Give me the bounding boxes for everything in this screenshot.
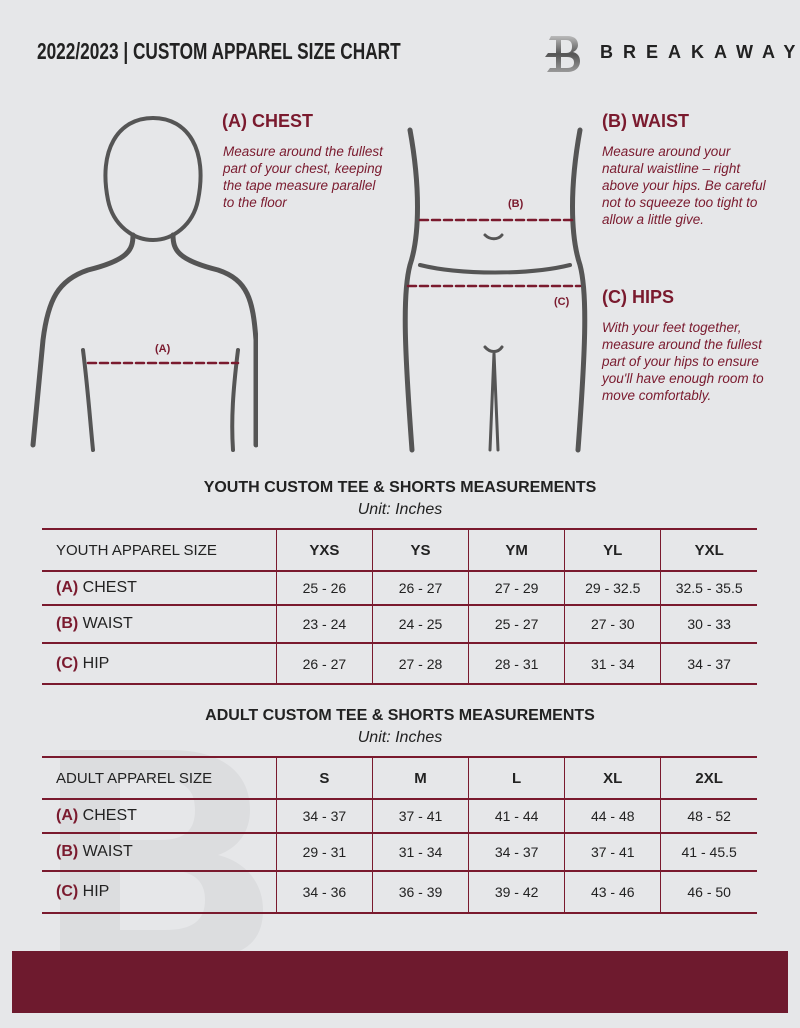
table-cell: 37 - 41 <box>564 833 661 872</box>
size-header: YXL <box>660 529 757 572</box>
size-header: YL <box>564 529 661 572</box>
table-cell: 26 - 27 <box>275 643 373 685</box>
table-cell: 27 - 29 <box>468 571 565 606</box>
table-cell: 25 - 26 <box>275 571 373 606</box>
table-cell: 34 - 37 <box>468 833 565 872</box>
column-header: ADULT APPAREL SIZE <box>42 757 277 800</box>
table-cell: 29 - 32.5 <box>564 571 661 606</box>
youth-unit: Unit: Inches <box>357 501 443 518</box>
table-cell: 41 - 44 <box>468 799 565 834</box>
table-cell: 41 - 45.5 <box>660 833 757 872</box>
row-label: (A) CHEST <box>42 571 277 606</box>
table-cell: 31 - 34 <box>564 643 661 685</box>
table-cell: 34 - 36 <box>275 871 373 914</box>
table-cell: 43 - 46 <box>564 871 661 914</box>
table-cell: 28 - 31 <box>468 643 565 685</box>
waist-heading: (B) WAIST <box>602 111 689 131</box>
size-header: XL <box>564 757 661 800</box>
adult-table-title: ADULT CUSTOM TEE & SHORTS MEASUREMENTS <box>205 707 595 724</box>
chest-marker: (A) <box>155 343 171 355</box>
table-cell: 27 - 28 <box>371 643 469 685</box>
size-header: 2XL <box>660 757 757 800</box>
row-label: (A) CHEST <box>42 799 277 834</box>
hips-marker: (C) <box>554 296 570 308</box>
waist-description: Measure around your natural waistline – … <box>602 144 766 227</box>
column-header: YOUTH APPAREL SIZE <box>42 529 277 572</box>
youth-table-title: YOUTH CUSTOM TEE & SHORTS MEASUREMENTS <box>203 479 597 496</box>
chest-heading: (A) CHEST <box>222 111 313 131</box>
table-cell: 30 - 33 <box>660 605 757 644</box>
table-cell: 37 - 41 <box>371 799 469 834</box>
adult-size-table: ADULT APPAREL SIZE S M L XL 2XL (A) CHES… <box>42 756 757 914</box>
waist-marker: (B) <box>508 198 524 210</box>
table-cell: 48 - 52 <box>660 799 757 834</box>
size-header: YM <box>468 529 565 572</box>
table-row: (C) HIP 26 - 27 27 - 28 28 - 31 31 - 34 34 -… <box>42 643 757 685</box>
row-label: (B) WAIST <box>42 833 277 872</box>
table-header-row: ADULT APPAREL SIZE S M L XL 2XL <box>42 757 757 800</box>
table-cell: 27 - 30 <box>564 605 661 644</box>
page-title: 2022/2023 | CUSTOM APPAREL SIZE CHART <box>37 38 401 64</box>
table-cell: 29 - 31 <box>275 833 373 872</box>
hips-heading: (C) HIPS <box>602 287 674 307</box>
table-cell: 31 - 34 <box>371 833 469 872</box>
table-cell: 34 - 37 <box>275 799 373 834</box>
footer-bar <box>12 951 788 1013</box>
table-cell: 32.5 - 35.5 <box>660 571 757 606</box>
size-header: YXS <box>275 529 373 572</box>
chest-description: Measure around the fullest part of your … <box>223 144 383 210</box>
table-row: (A) CHEST 34 - 37 37 - 41 41 - 44 44 - 48 48… <box>42 799 757 834</box>
brand-name: BREAKAWAY <box>600 42 800 62</box>
row-label: (C) HIP <box>42 643 277 685</box>
table-header-row: YOUTH APPAREL SIZE YXS YS YM YL YXL <box>42 529 757 572</box>
size-header: S <box>275 757 373 800</box>
table-cell: 44 - 48 <box>564 799 661 834</box>
table-cell: 23 - 24 <box>275 605 373 644</box>
table-cell: 46 - 50 <box>660 871 757 914</box>
table-cell: 39 - 42 <box>468 871 565 914</box>
upper-body-illustration <box>30 115 258 452</box>
hips-description: With your feet together, measure around … <box>602 320 764 403</box>
table-cell: 36 - 39 <box>371 871 469 914</box>
table-cell: 24 - 25 <box>371 605 469 644</box>
table-row: (B) WAIST 23 - 24 24 - 25 25 - 27 27 - 30 30… <box>42 605 757 644</box>
adult-unit: Unit: Inches <box>357 729 443 746</box>
youth-size-table: YOUTH APPAREL SIZE YXS YS YM YL YXL (A) … <box>42 528 757 685</box>
row-label: (B) WAIST <box>42 605 277 644</box>
breakaway-logo <box>545 36 580 72</box>
table-row: (B) WAIST 29 - 31 31 - 34 34 - 37 37 - 41 41… <box>42 833 757 872</box>
table-cell: 26 - 27 <box>371 571 469 606</box>
size-header: M <box>371 757 469 800</box>
row-label: (C) HIP <box>42 871 277 914</box>
table-cell: 34 - 37 <box>660 643 757 685</box>
size-header: YS <box>371 529 469 572</box>
table-cell: 25 - 27 <box>468 605 565 644</box>
table-row: (C) HIP 34 - 36 36 - 39 39 - 42 43 - 46 46 -… <box>42 871 757 914</box>
table-row: (A) CHEST 25 - 26 26 - 27 27 - 29 29 - 32.5… <box>42 571 757 606</box>
lower-body-illustration <box>402 127 588 453</box>
size-header: L <box>468 757 565 800</box>
